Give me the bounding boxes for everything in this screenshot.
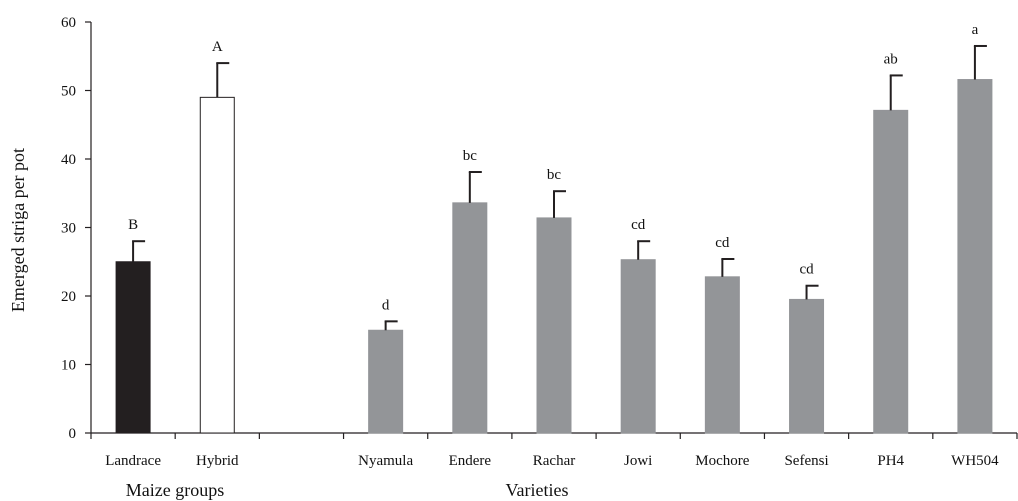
group-title-maize-groups: Maize groups — [126, 480, 224, 500]
bar — [536, 217, 572, 434]
bars — [115, 44, 993, 434]
significance-label: A — [212, 39, 223, 55]
bar — [789, 298, 825, 434]
category-label: Jowi — [624, 453, 652, 469]
category-label: WH504 — [951, 453, 999, 469]
category-label: Sefensi — [784, 453, 828, 469]
significance-label: a — [972, 22, 979, 38]
significance-label: ab — [884, 51, 898, 67]
significance-label: cd — [715, 235, 730, 251]
category-label: Endere — [449, 453, 492, 469]
bar — [704, 276, 740, 434]
significance-label: cd — [799, 262, 814, 278]
y-tick-label: 40 — [61, 152, 76, 168]
bar — [620, 259, 656, 434]
bar — [199, 96, 235, 434]
y-axis-title: Emerged striga per pot — [8, 148, 28, 312]
category-label: Mochore — [695, 453, 749, 469]
bar — [873, 109, 909, 434]
y-tick-label: 10 — [61, 358, 76, 374]
significance-label: bc — [547, 167, 562, 183]
category-label: Rachar — [533, 453, 575, 469]
category-label: Hybrid — [196, 453, 239, 469]
significance-label: bc — [463, 148, 478, 164]
y-tick-label: 60 — [61, 15, 76, 31]
bar — [452, 202, 488, 434]
category-label: PH4 — [877, 453, 904, 469]
group-title-varieties: Varieties — [506, 480, 569, 500]
y-tick-label: 50 — [61, 84, 76, 100]
bar — [115, 261, 151, 434]
labels: 0 10 20 30 40 50 60 Landrace Hybrid Nyamula Endere… — [61, 15, 999, 469]
y-tick-label: 30 — [61, 221, 76, 237]
bar — [957, 79, 993, 434]
bar — [368, 329, 404, 434]
category-label: Landrace — [105, 453, 161, 469]
significance-label: cd — [631, 217, 646, 233]
significance-label: d — [382, 297, 390, 313]
y-tick-label: 0 — [69, 426, 77, 442]
category-label: Nyamula — [358, 453, 413, 469]
y-tick-label: 20 — [61, 289, 76, 305]
significance-label: B — [128, 217, 138, 233]
